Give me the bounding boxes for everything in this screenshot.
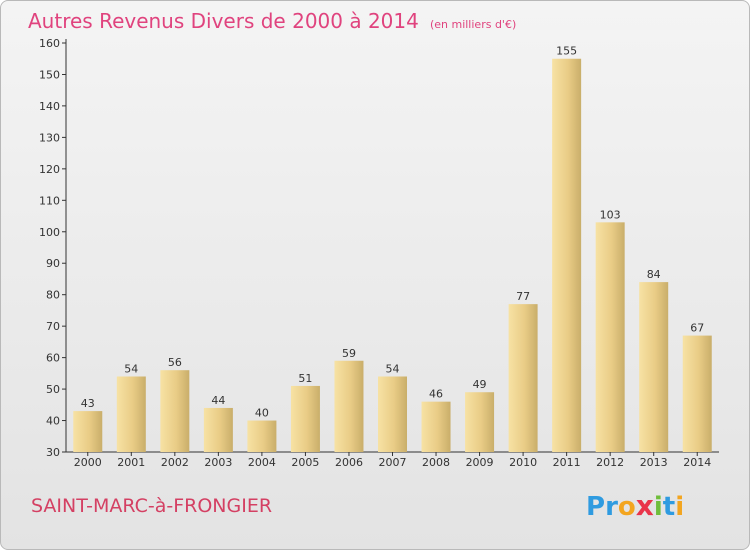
- bar-2014: [682, 335, 712, 452]
- y-tick-label: 40: [46, 415, 60, 428]
- logo-letter: o: [617, 492, 636, 522]
- bar-2006: [334, 360, 364, 452]
- x-tick-label: 2011: [553, 456, 581, 469]
- bar-2002: [160, 370, 190, 452]
- y-tick-label: 110: [39, 194, 60, 207]
- x-tick-label: 2009: [466, 456, 494, 469]
- x-tick-label: 2003: [204, 456, 232, 469]
- value-label-2000: 43: [81, 397, 95, 410]
- y-tick-label: 70: [46, 320, 60, 333]
- x-tick-label: 2010: [509, 456, 537, 469]
- x-tick-label: 2012: [596, 456, 624, 469]
- label-layer: 43 54 56 44 40 51 59 54 46 49 77 155 103 84 67: [81, 45, 704, 420]
- value-label-2011: 155: [556, 45, 577, 58]
- x-tick-label: 2005: [291, 456, 319, 469]
- value-label-2001: 54: [124, 362, 138, 375]
- bar-2011: [552, 58, 582, 452]
- bar-layer: [73, 58, 712, 452]
- value-label-2002: 56: [168, 356, 182, 369]
- y-tick-label: 100: [39, 226, 60, 239]
- y-tick-label: 30: [46, 446, 60, 459]
- y-tick-label: 50: [46, 383, 60, 396]
- chart-title-line: Autres Revenus Divers de 2000 à 2014 (en…: [28, 9, 516, 33]
- x-tick-label: 2007: [379, 456, 407, 469]
- bar-2009: [465, 392, 495, 452]
- bar-2013: [639, 282, 669, 452]
- value-label-2006: 59: [342, 347, 356, 360]
- bar-2007: [378, 376, 407, 452]
- y-tick-label: 160: [39, 37, 60, 50]
- logo-letter: r: [605, 492, 618, 522]
- bar-2004: [247, 420, 277, 452]
- value-label-2003: 44: [211, 394, 225, 407]
- x-tick-label: 2002: [161, 456, 189, 469]
- logo-letter: i: [675, 492, 685, 522]
- bar-2003: [203, 407, 233, 452]
- x-tick-label: 2006: [335, 456, 363, 469]
- x-tick-label: 2008: [422, 456, 450, 469]
- chart-title: Autres Revenus Divers de 2000 à 2014: [28, 9, 419, 33]
- value-label-2004: 40: [255, 407, 269, 420]
- logo-letter: t: [662, 492, 676, 522]
- value-label-2013: 84: [647, 268, 661, 281]
- y-tick-label: 90: [46, 257, 60, 270]
- value-label-2007: 54: [386, 362, 400, 375]
- axis-layer: 30 40 50 60 70 80 90 100 110 120 130 140 150 160 2000 2…: [39, 37, 719, 469]
- logo-letter: x: [635, 489, 654, 522]
- y-tick-label: 150: [39, 68, 60, 81]
- y-tick-label: 80: [46, 289, 60, 302]
- value-label-2008: 46: [429, 388, 443, 401]
- bar-2001: [116, 376, 146, 452]
- x-tick-label: 2013: [640, 456, 668, 469]
- y-tick-label: 60: [46, 352, 60, 365]
- logo-letter: i: [653, 492, 663, 522]
- value-label-2014: 67: [690, 322, 704, 335]
- y-tick-label: 120: [39, 163, 60, 176]
- logo-letter: P: [586, 492, 606, 522]
- y-tick-label: 140: [39, 100, 60, 113]
- value-label-2009: 49: [473, 378, 487, 391]
- bar-2008: [421, 401, 451, 452]
- bar-2010: [508, 304, 538, 452]
- x-tick-label: 2014: [683, 456, 711, 469]
- value-label-2010: 77: [516, 290, 530, 303]
- town-name: SAINT-MARC-à-FRONGIER: [31, 495, 273, 517]
- y-tick-label: 130: [39, 131, 60, 144]
- bar-2012: [595, 222, 625, 452]
- bar-2000: [73, 411, 103, 452]
- chart-subtitle: (en milliers d'€): [429, 18, 517, 31]
- value-label-2005: 51: [298, 372, 312, 385]
- value-label-2012: 103: [600, 208, 621, 221]
- bar-2005: [290, 385, 320, 452]
- proxiti-logo[interactable]: Proxiti: [586, 489, 684, 522]
- x-tick-label: 2004: [248, 456, 276, 469]
- x-tick-label: 2000: [74, 456, 102, 469]
- x-tick-label: 2001: [117, 456, 145, 469]
